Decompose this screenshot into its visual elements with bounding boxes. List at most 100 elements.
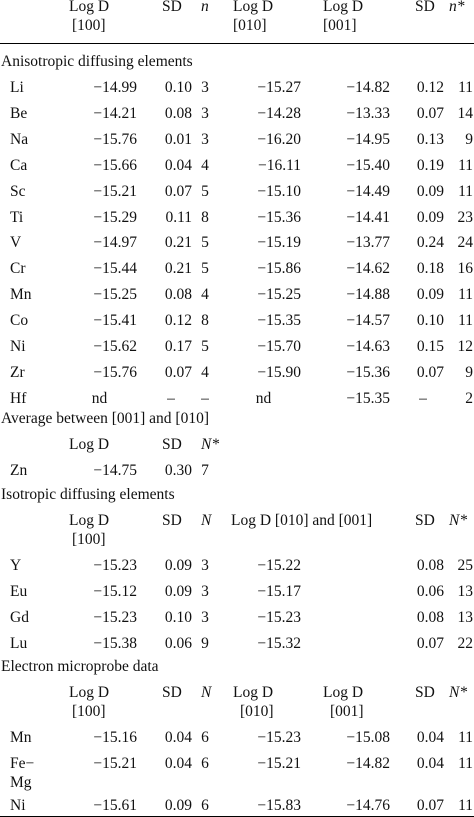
header-logd-100-line1: Log D [69, 0, 110, 15]
table-cell-logd-001: −15.08 [346, 729, 390, 746]
isotropic-header-logd-010-001: Log D [010] and [001] [231, 512, 373, 529]
table-cell-n-star: 2 [465, 390, 473, 407]
table-cell-element: Y [10, 557, 22, 574]
table-cell-n-star: 9 [465, 364, 473, 381]
header-logd-001-line2: [001] [323, 17, 357, 34]
table-cell-element: Hf [10, 390, 27, 407]
table-cell-sd-1: 0.04 [164, 729, 192, 746]
table-cell-sd-1: 0.09 [164, 797, 192, 814]
table-cell-element: Ca [10, 157, 28, 174]
average-row-n: 7 [201, 462, 209, 479]
table-cell-logd-100: −15.62 [93, 338, 137, 355]
table-cell-sd-1: 0.07 [164, 183, 192, 200]
table-cell-n: 3 [201, 105, 209, 122]
table-cell-logd-100: −15.12 [93, 583, 137, 600]
table-cell-sd-2: 0.08 [416, 609, 444, 626]
table-cell-sd-2: 0.19 [416, 157, 444, 174]
table-cell-element: Ti [10, 209, 24, 226]
table-cell-sd-2: 0.10 [416, 312, 444, 329]
table-cell-logd-100: −15.44 [93, 260, 137, 277]
table-cell-logd-100: −15.21 [93, 183, 137, 200]
table-cell-sd-1: 0.09 [164, 583, 192, 600]
table-cell-sd-2: 0.15 [416, 338, 444, 355]
microprobe-header-logd-010-line1: Log D [233, 684, 274, 701]
average-row-element: Zn [10, 462, 28, 479]
table-cell-logd-010: −14.28 [257, 105, 301, 122]
table-cell-sd-2: 0.04 [416, 729, 444, 746]
average-row-sd: 0.30 [164, 462, 192, 479]
table-cell-element: Sc [10, 183, 26, 200]
table-cell-element: Li [10, 79, 24, 96]
table-cell-logd-100: nd [91, 390, 108, 407]
table-cell-logd-001: −15.36 [346, 364, 390, 381]
isotropic-header-logd-100-line2: [100] [72, 531, 106, 548]
header-logd-010-line2: [010] [233, 17, 267, 34]
microprobe-header-sd-1: SD [162, 684, 182, 701]
table-cell-logd-001: −14.49 [346, 183, 390, 200]
isotropic-header-sd-1: SD [162, 512, 182, 529]
isotropic-header-sd-2: SD [415, 512, 435, 529]
table-cell-n: 6 [201, 729, 209, 746]
table-cell-n-star: 11 [458, 79, 473, 96]
table-cell-sd-2: 0.07 [416, 635, 444, 652]
table-cell-n: 8 [201, 209, 209, 226]
table-cell-logd-010: −16.11 [257, 157, 301, 174]
table-cell-sd-1: 0.09 [164, 557, 192, 574]
section-title-average: Average between [001] and [010] [1, 410, 210, 427]
isotropic-header-n: N [201, 512, 212, 529]
table-cell-n: 3 [201, 131, 209, 148]
table-cell-element: Na [10, 131, 29, 148]
table-cell-logd-001: −14.82 [346, 79, 390, 96]
section-title-microprobe: Electron microprobe data [1, 658, 159, 675]
table-cell-n: 3 [201, 79, 209, 96]
table-cell-element: Ni [10, 338, 26, 355]
table-cell-n-star: 25 [457, 557, 474, 574]
average-header-logd: Log D [69, 436, 110, 453]
table-cell-logd-010-001: −15.17 [257, 583, 301, 600]
table-cell-logd-100: −15.16 [93, 729, 137, 746]
table-cell-n: 5 [201, 260, 209, 277]
table-cell-logd-001: −15.35 [346, 390, 390, 407]
header-sd-2: SD [415, 0, 435, 15]
table-cell-sd-1: 0.04 [164, 755, 192, 772]
table-cell-element: Ni [10, 797, 26, 814]
table-cell-sd-2: 0.18 [416, 260, 444, 277]
table-cell-logd-001: −15.40 [346, 157, 390, 174]
table-cell-logd-100: −15.38 [93, 635, 137, 652]
table-cell-logd-010: −15.19 [257, 234, 301, 251]
header-n-star: n* [449, 0, 465, 15]
table-cell-n-star: 22 [457, 635, 474, 652]
table-cell-logd-001: −13.33 [346, 105, 390, 122]
table-cell-n-star: 11 [458, 729, 473, 746]
header-sd-1: SD [162, 0, 182, 15]
table-cell-logd-010: −15.70 [257, 338, 301, 355]
table-cell-logd-100: −15.66 [93, 157, 137, 174]
table-cell-n-star: 11 [458, 755, 473, 772]
table-cell-n-star: 16 [457, 260, 474, 277]
table-cell-sd-2: 0.08 [416, 557, 444, 574]
microprobe-header-n-star: N* [449, 684, 468, 701]
table-cell-sd-1: 0.21 [164, 234, 192, 251]
table-cell-sd-1: 0.17 [164, 338, 192, 355]
table-cell-logd-010: −15.35 [257, 312, 301, 329]
table-cell-sd-1: 0.06 [164, 635, 192, 652]
table-cell-logd-010: −16.20 [257, 131, 301, 148]
table-cell-n: 9 [201, 635, 209, 652]
table-cell-element: Zr [10, 364, 25, 381]
table-cell-n: 3 [201, 583, 209, 600]
table-cell-sd-1: 0.11 [165, 209, 192, 226]
table-cell-logd-100: −14.21 [93, 105, 137, 122]
average-header-sd: SD [162, 436, 182, 453]
table-cell-element: Eu [10, 583, 28, 600]
table-cell-sd-1: 0.21 [164, 260, 192, 277]
table-cell-n: 3 [201, 609, 209, 626]
header-n-1: n [201, 0, 209, 15]
header-logd-010-line1: Log D [233, 0, 274, 15]
table-cell-n: 3 [201, 557, 209, 574]
table-cell-logd-001: −14.63 [346, 338, 390, 355]
table-cell-logd-100: −15.25 [93, 286, 137, 303]
table-cell-n-star: 14 [457, 105, 474, 122]
table-cell-logd-100: −15.21 [93, 755, 137, 772]
table-cell-sd-1: 0.04 [164, 157, 192, 174]
table-cell-n-star: 23 [457, 209, 474, 226]
